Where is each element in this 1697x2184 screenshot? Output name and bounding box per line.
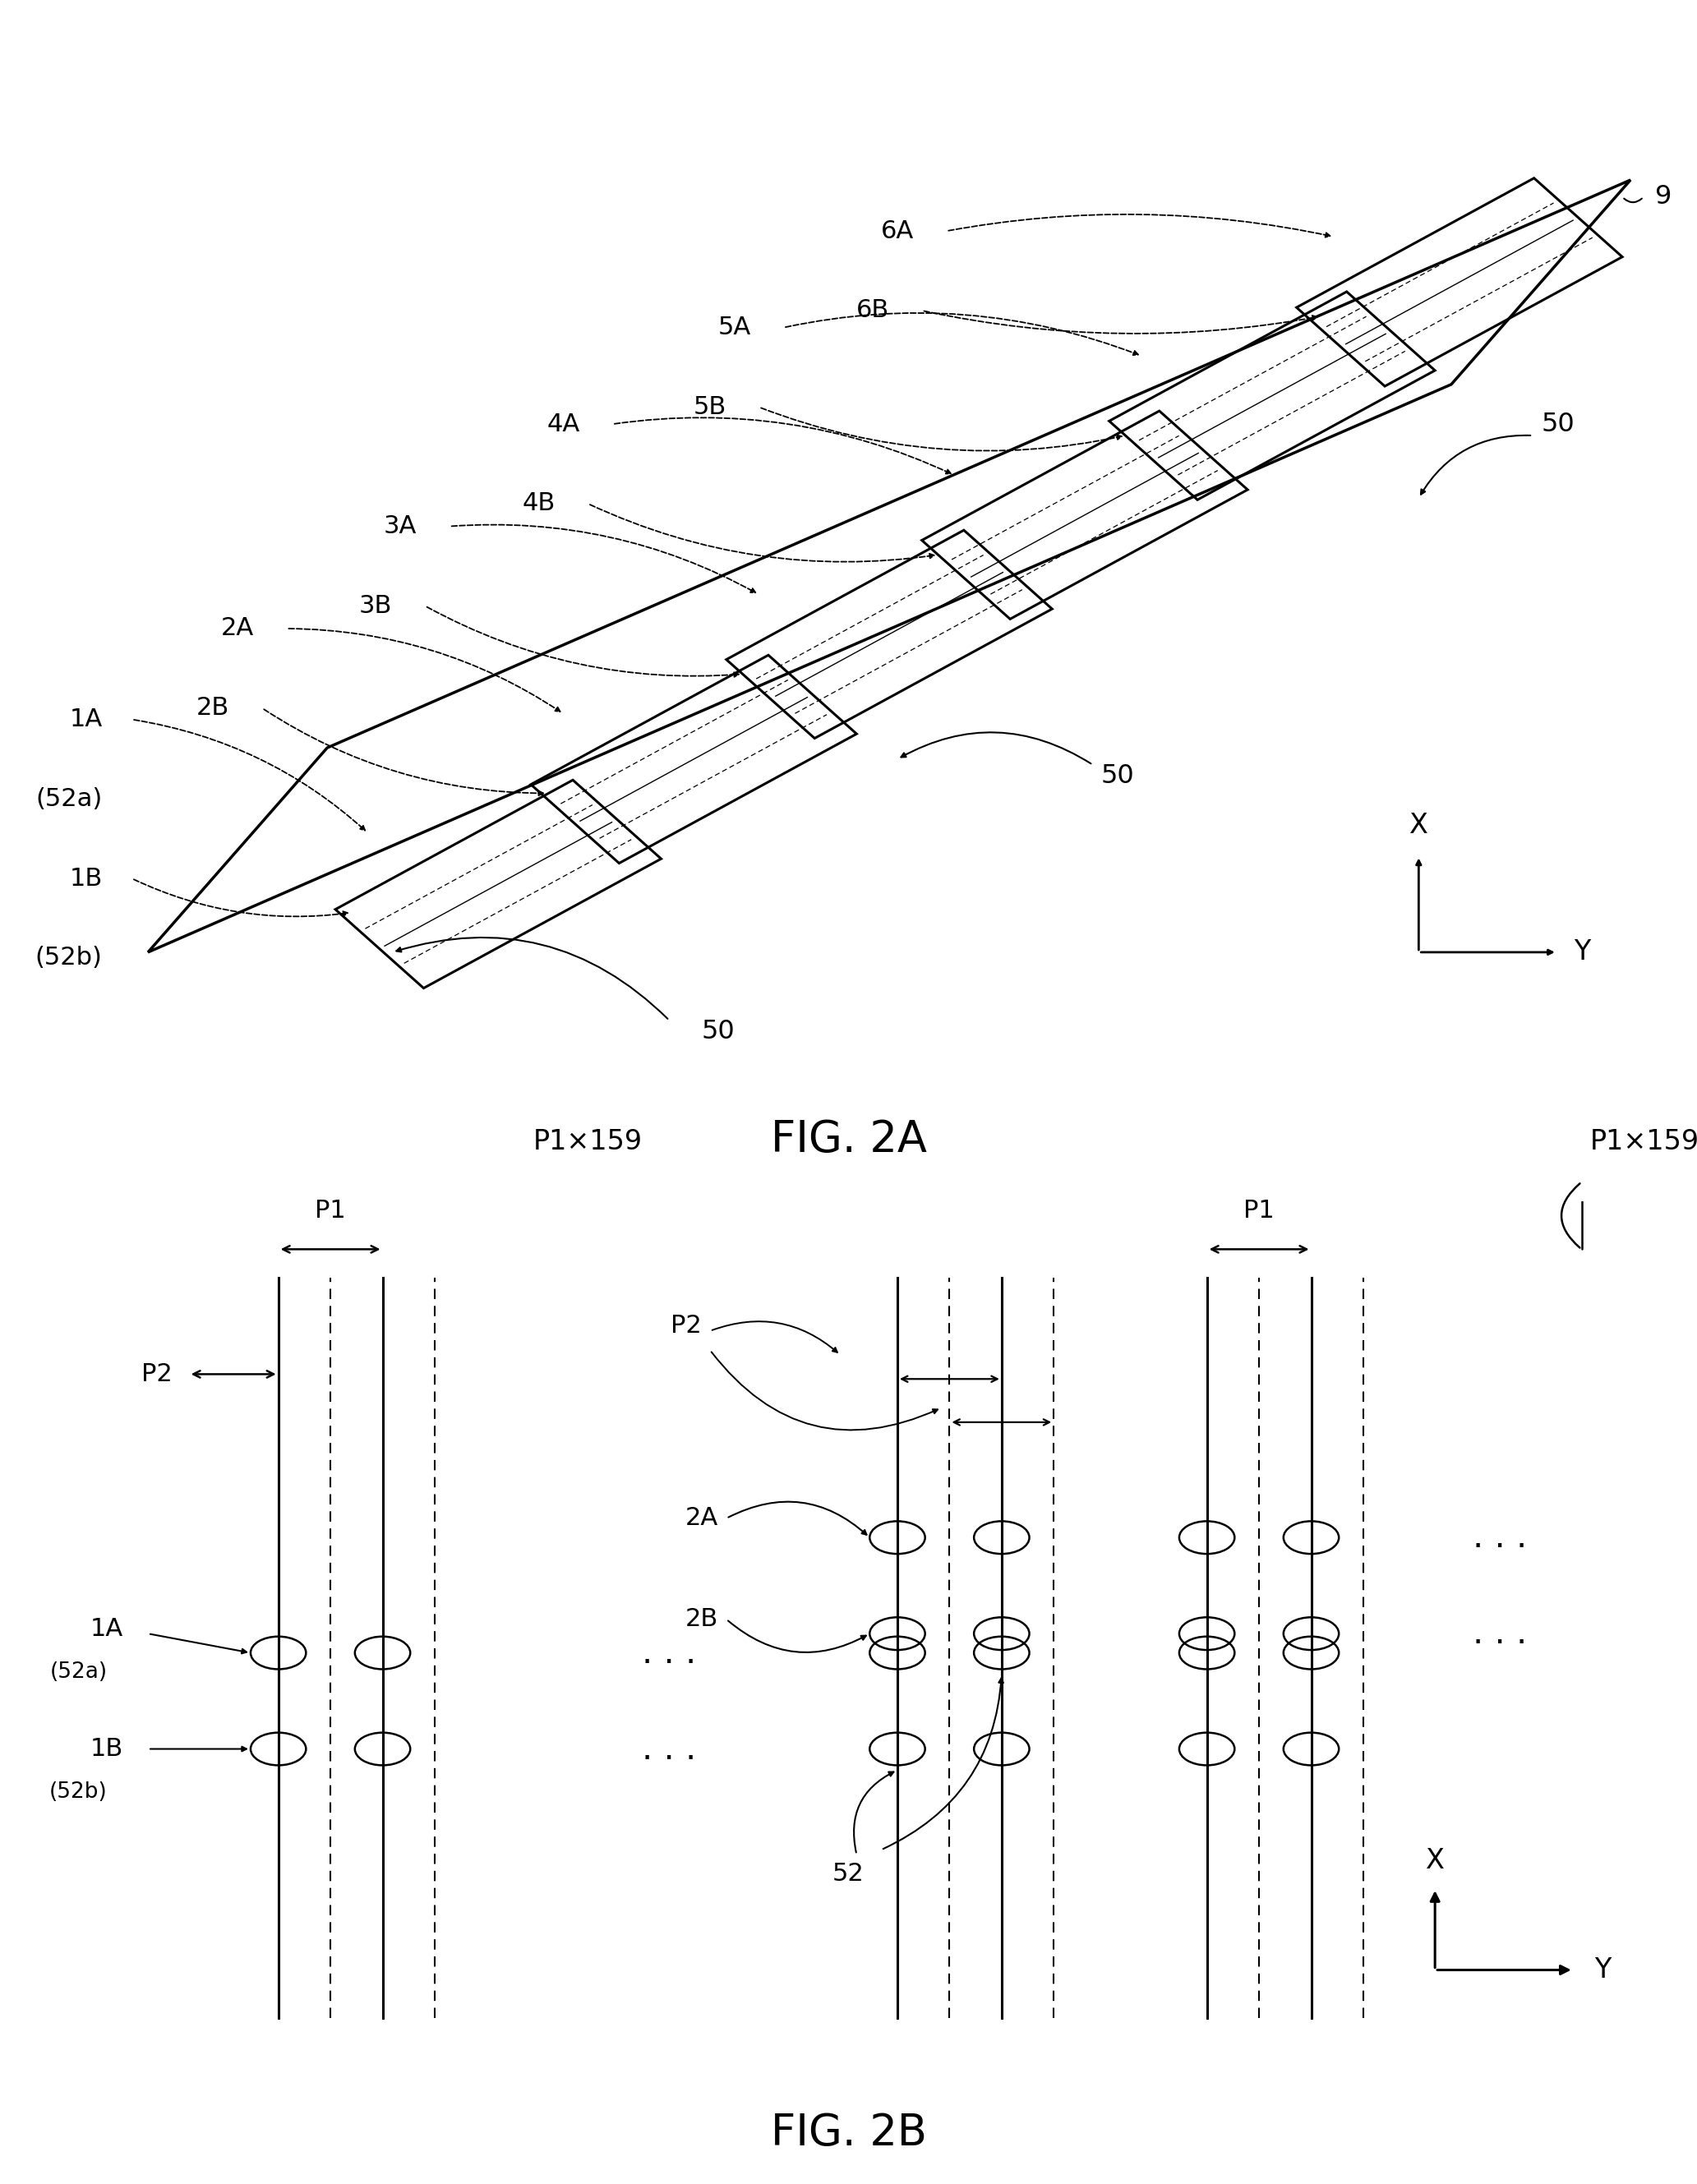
Text: 52: 52 xyxy=(833,1863,864,1885)
Text: (52a): (52a) xyxy=(49,1662,107,1682)
Text: FIG. 2B: FIG. 2B xyxy=(770,2112,927,2156)
Text: X: X xyxy=(1425,1848,1444,1874)
Text: P1×159: P1×159 xyxy=(533,1127,643,1155)
Text: 50: 50 xyxy=(1101,764,1135,788)
Text: 3A: 3A xyxy=(384,515,417,537)
Text: 6B: 6B xyxy=(857,299,889,323)
Text: (52b): (52b) xyxy=(36,946,102,970)
Text: 4A: 4A xyxy=(546,413,580,437)
Text: 9: 9 xyxy=(1655,183,1672,210)
Text: . . .: . . . xyxy=(1473,1616,1527,1651)
Text: X: X xyxy=(1409,812,1429,839)
Text: 2B: 2B xyxy=(686,1607,718,1631)
Text: P1: P1 xyxy=(1244,1199,1274,1223)
Text: (52b): (52b) xyxy=(49,1782,107,1802)
Text: 50: 50 xyxy=(1541,411,1575,437)
Text: P1: P1 xyxy=(316,1199,346,1223)
Text: 2A: 2A xyxy=(686,1507,718,1531)
Text: 5B: 5B xyxy=(694,395,726,419)
Text: 1A: 1A xyxy=(70,708,102,732)
Text: P2: P2 xyxy=(670,1315,703,1339)
Text: 6A: 6A xyxy=(881,218,913,242)
Text: (52a): (52a) xyxy=(36,786,102,810)
Text: 5A: 5A xyxy=(718,317,750,339)
Text: . . .: . . . xyxy=(641,1732,696,1767)
Text: . . .: . . . xyxy=(641,1636,696,1671)
Text: 3B: 3B xyxy=(360,594,392,618)
Text: P2: P2 xyxy=(141,1363,173,1387)
Text: 1B: 1B xyxy=(90,1736,124,1760)
Text: Y: Y xyxy=(1595,1957,1610,1983)
Text: FIG. 2A: FIG. 2A xyxy=(770,1118,927,1162)
Text: 2A: 2A xyxy=(221,616,255,640)
Text: 1B: 1B xyxy=(70,867,102,891)
Text: 50: 50 xyxy=(701,1020,735,1044)
Text: P1×159: P1×159 xyxy=(1590,1127,1697,1155)
Text: 1A: 1A xyxy=(90,1616,124,1640)
Text: . . .: . . . xyxy=(1473,1520,1527,1555)
Text: Y: Y xyxy=(1573,939,1590,965)
Text: 2B: 2B xyxy=(197,697,229,721)
Text: 4B: 4B xyxy=(523,491,555,515)
